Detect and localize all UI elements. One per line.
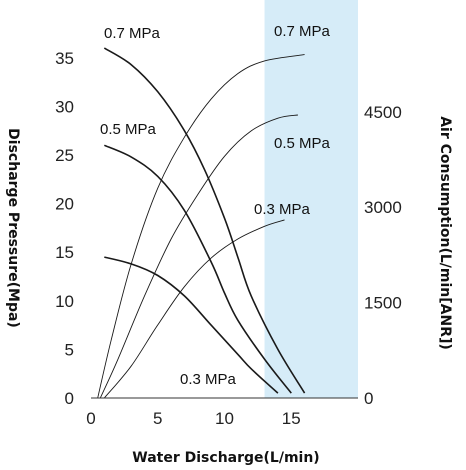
y-right-tick-label: 0 (364, 389, 373, 408)
x-axis-title: Water Discharge(L/min) (132, 450, 319, 466)
tick-labels: 0 5 10 15 0 5 10 15 20 25 30 35 0 1500 3000 4500 (55, 49, 402, 428)
y-axis-left-title: Discharge Pressure(Mpa) (5, 128, 21, 328)
x-tick-label: 10 (215, 409, 234, 428)
y-left-tick-label: 15 (55, 243, 74, 262)
y-right-tick-label: 4500 (364, 103, 402, 122)
x-tick-label: 15 (282, 409, 301, 428)
pressure-curve-label: 0.3 MPa (180, 371, 237, 388)
x-tick-label: 5 (153, 409, 162, 428)
x-tick-label: 0 (86, 409, 95, 428)
y-right-tick-label: 1500 (364, 294, 402, 313)
y-left-tick-label: 35 (55, 49, 74, 68)
y-left-tick-label: 5 (65, 340, 74, 359)
shaded-region (264, 0, 358, 398)
y-left-tick-label: 0 (65, 389, 74, 408)
air-curve-label: 0.3 MPa (254, 201, 311, 218)
air-curve-1 (99, 114, 298, 399)
y-axis-right-title: Air Consumption(L/min[ANR]) (437, 116, 453, 350)
pressure-curve-label: 0.7 MPa (104, 25, 161, 42)
air-curve-label: 0.5 MPa (274, 135, 331, 152)
y-left-tick-label: 25 (55, 146, 74, 165)
y-left-tick-label: 30 (55, 97, 74, 116)
pressure-curve-2 (104, 256, 279, 394)
curve-labels: 0.7 MPa 0.5 MPa 0.3 MPa 0.7 MPa 0.5 MPa 0.3 M… (100, 23, 331, 388)
pressure-curve-label: 0.5 MPa (100, 121, 157, 138)
curves (97, 47, 306, 399)
pressure-curve-0 (103, 47, 306, 394)
y-right-tick-label: 3000 (364, 198, 402, 217)
y-left-tick-label: 10 (55, 292, 74, 311)
pressure-curve-1 (103, 144, 292, 394)
air-curve-0 (97, 54, 305, 399)
air-curve-label: 0.7 MPa (274, 23, 331, 40)
air-curve-2 (103, 219, 285, 399)
y-left-tick-label: 20 (55, 195, 74, 214)
